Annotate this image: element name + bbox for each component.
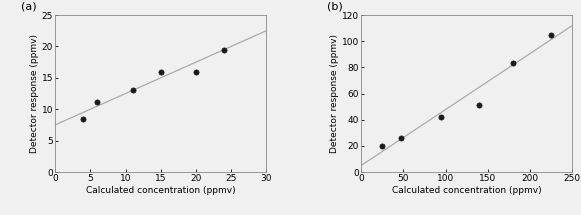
Point [475,104,484,107]
Point [128,89,137,92]
Point [156,70,166,73]
Text: (b): (b) [328,2,343,12]
Point [437,115,446,119]
Point [396,136,406,140]
Point [508,62,518,65]
Point [78,117,88,120]
Point [93,100,102,103]
X-axis label: Calculated concentration (ppmv): Calculated concentration (ppmv) [86,186,235,195]
Text: (a): (a) [21,2,37,12]
Y-axis label: Detector response (ppmv): Detector response (ppmv) [330,34,339,153]
Point [191,70,200,73]
X-axis label: Calculated concentration (ppmv): Calculated concentration (ppmv) [392,186,541,195]
Point [378,144,387,147]
Point [220,48,229,51]
Point [547,33,556,36]
Y-axis label: Detector response (ppmv): Detector response (ppmv) [30,34,39,153]
